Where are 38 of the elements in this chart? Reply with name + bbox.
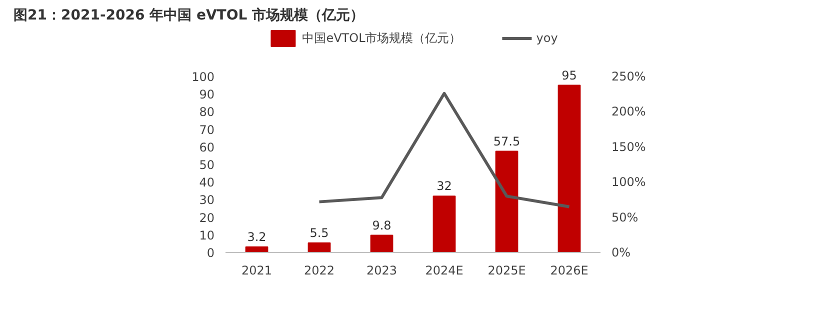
data-label: 9.8: [372, 218, 392, 232]
x-tick-label: 2022: [304, 264, 335, 278]
y-tick-label: 70: [199, 122, 215, 137]
y2-tick-label: 100%: [612, 175, 646, 190]
y-tick-label: 40: [199, 176, 215, 190]
x-tick-label: 2024E: [425, 264, 464, 278]
line-series: [318, 92, 571, 208]
y-tick-label: 0: [206, 246, 215, 260]
legend-label: yoy: [536, 31, 558, 45]
x-tick-label: 2025E: [488, 264, 526, 278]
y-tick-label: 50: [199, 158, 215, 172]
y2-tick-label: 0%: [612, 246, 631, 260]
y-tick-label: 100: [192, 70, 214, 84]
data-label: 3.2: [247, 230, 266, 244]
x-tick-label: 2023: [366, 264, 398, 278]
y2-tick-label: 50%: [612, 210, 638, 224]
legend-label: 中国eVTOL市场规模（亿元）: [302, 30, 462, 46]
bar: [370, 234, 394, 252]
bar: [432, 196, 456, 252]
y2-tick-label: 250%: [612, 70, 646, 84]
y2-tick-label: 150%: [612, 140, 646, 154]
y-tick-label: 90: [199, 88, 215, 102]
x-tick-label: 2021: [241, 264, 272, 278]
bar: [495, 150, 518, 252]
y2-tick-label: 200%: [612, 104, 646, 119]
data-label: 5.5: [310, 226, 329, 240]
bar: [308, 242, 331, 252]
data-label: 57.5: [493, 134, 520, 148]
y-tick-label: 80: [199, 105, 215, 120]
data-label: 95: [562, 68, 577, 82]
data-label: 32: [436, 179, 452, 194]
y-tick-label: 20: [199, 210, 215, 225]
y-tick-label: 10: [199, 228, 215, 242]
bar: [558, 84, 581, 252]
y-tick-label: 30: [199, 193, 215, 208]
chart-title: 图21：2021-2026 年中国 eVTOL 市场规模（亿元）: [14, 6, 364, 24]
y-tick-label: 60: [199, 140, 215, 154]
x-tick-label: 2026E: [550, 264, 588, 278]
